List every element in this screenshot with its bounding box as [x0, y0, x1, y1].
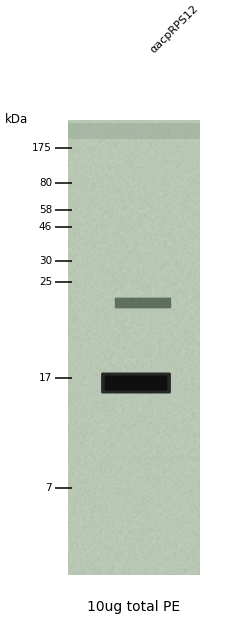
Text: 7: 7: [45, 483, 52, 493]
Text: kDa: kDa: [5, 113, 28, 126]
Text: 58: 58: [39, 205, 52, 215]
Text: 17: 17: [39, 373, 52, 383]
Text: 80: 80: [39, 178, 52, 188]
Bar: [68, 120, 200, 575]
Bar: [68, 123, 200, 138]
Text: 46: 46: [39, 222, 52, 232]
Text: 25: 25: [39, 277, 52, 287]
FancyBboxPatch shape: [115, 297, 171, 308]
FancyBboxPatch shape: [105, 376, 167, 391]
Text: 30: 30: [39, 256, 52, 266]
Text: αacpRPS12: αacpRPS12: [148, 3, 200, 55]
Text: 175: 175: [32, 143, 52, 153]
Text: 10ug total PE: 10ug total PE: [87, 600, 180, 614]
FancyBboxPatch shape: [101, 373, 171, 394]
